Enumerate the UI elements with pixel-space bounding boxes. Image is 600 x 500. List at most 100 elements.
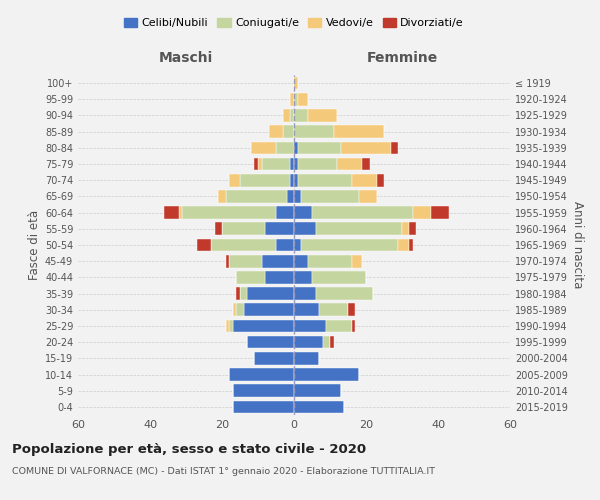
Bar [334, 126, 384, 138]
Bar [251, 142, 276, 154]
Bar [233, 384, 294, 397]
Bar [240, 174, 290, 186]
Bar [294, 142, 298, 154]
Bar [359, 190, 377, 202]
Bar [362, 158, 370, 170]
Bar [233, 304, 236, 316]
Bar [298, 158, 337, 170]
Bar [294, 93, 298, 106]
Bar [409, 238, 413, 252]
Bar [294, 238, 301, 252]
Bar [247, 288, 294, 300]
Bar [294, 271, 312, 283]
Bar [316, 222, 402, 235]
Bar [164, 206, 179, 219]
Bar [294, 352, 319, 364]
Bar [226, 320, 229, 332]
Bar [236, 304, 244, 316]
Bar [352, 255, 362, 268]
Bar [229, 320, 233, 332]
Bar [326, 320, 352, 332]
Bar [262, 158, 290, 170]
Bar [341, 142, 391, 154]
Bar [409, 222, 416, 235]
Text: Popolazione per età, sesso e stato civile - 2020: Popolazione per età, sesso e stato civil… [12, 442, 366, 456]
Bar [197, 238, 211, 252]
Bar [337, 158, 362, 170]
Bar [265, 222, 294, 235]
Bar [352, 320, 355, 332]
Bar [290, 93, 294, 106]
Bar [294, 336, 323, 348]
Bar [298, 174, 352, 186]
Bar [290, 174, 294, 186]
Bar [294, 126, 334, 138]
Text: COMUNE DI VALFORNACE (MC) - Dati ISTAT 1° gennaio 2020 - Elaborazione TUTTITALIA: COMUNE DI VALFORNACE (MC) - Dati ISTAT 1… [12, 468, 435, 476]
Bar [258, 158, 262, 170]
Bar [294, 320, 326, 332]
Bar [236, 288, 240, 300]
Bar [330, 336, 334, 348]
Bar [233, 320, 294, 332]
Bar [290, 158, 294, 170]
Bar [294, 158, 298, 170]
Bar [294, 368, 359, 381]
Bar [294, 77, 298, 90]
Text: Maschi: Maschi [159, 52, 213, 66]
Bar [398, 238, 409, 252]
Bar [276, 206, 294, 219]
Bar [182, 206, 276, 219]
Bar [229, 255, 262, 268]
Bar [276, 238, 294, 252]
Bar [269, 126, 283, 138]
Bar [229, 368, 294, 381]
Bar [254, 158, 258, 170]
Bar [391, 142, 398, 154]
Bar [301, 238, 398, 252]
Bar [211, 238, 276, 252]
Bar [290, 109, 294, 122]
Bar [294, 384, 341, 397]
Bar [312, 206, 413, 219]
Bar [236, 271, 265, 283]
Bar [265, 271, 294, 283]
Bar [308, 109, 337, 122]
Bar [298, 93, 308, 106]
Bar [254, 352, 294, 364]
Text: Femmine: Femmine [367, 52, 437, 66]
Bar [294, 400, 344, 413]
Bar [312, 271, 366, 283]
Y-axis label: Fasce di età: Fasce di età [28, 210, 41, 280]
Bar [348, 304, 355, 316]
Legend: Celibi/Nubili, Coniugati/e, Vedovi/e, Divorziati/e: Celibi/Nubili, Coniugati/e, Vedovi/e, Di… [119, 13, 469, 32]
Bar [226, 190, 287, 202]
Bar [283, 126, 294, 138]
Bar [413, 206, 431, 219]
Bar [431, 206, 449, 219]
Bar [308, 255, 352, 268]
Bar [352, 174, 377, 186]
Y-axis label: Anni di nascita: Anni di nascita [571, 202, 584, 288]
Bar [287, 190, 294, 202]
Bar [218, 190, 226, 202]
Bar [294, 206, 312, 219]
Bar [215, 222, 222, 235]
Bar [402, 222, 409, 235]
Bar [294, 288, 316, 300]
Bar [298, 142, 341, 154]
Bar [377, 174, 384, 186]
Bar [294, 222, 316, 235]
Bar [294, 304, 319, 316]
Bar [323, 336, 330, 348]
Bar [294, 109, 308, 122]
Bar [247, 336, 294, 348]
Bar [179, 206, 182, 219]
Bar [294, 255, 308, 268]
Bar [294, 174, 298, 186]
Bar [283, 109, 290, 122]
Bar [301, 190, 359, 202]
Bar [226, 255, 229, 268]
Bar [276, 142, 294, 154]
Bar [222, 222, 265, 235]
Bar [233, 400, 294, 413]
